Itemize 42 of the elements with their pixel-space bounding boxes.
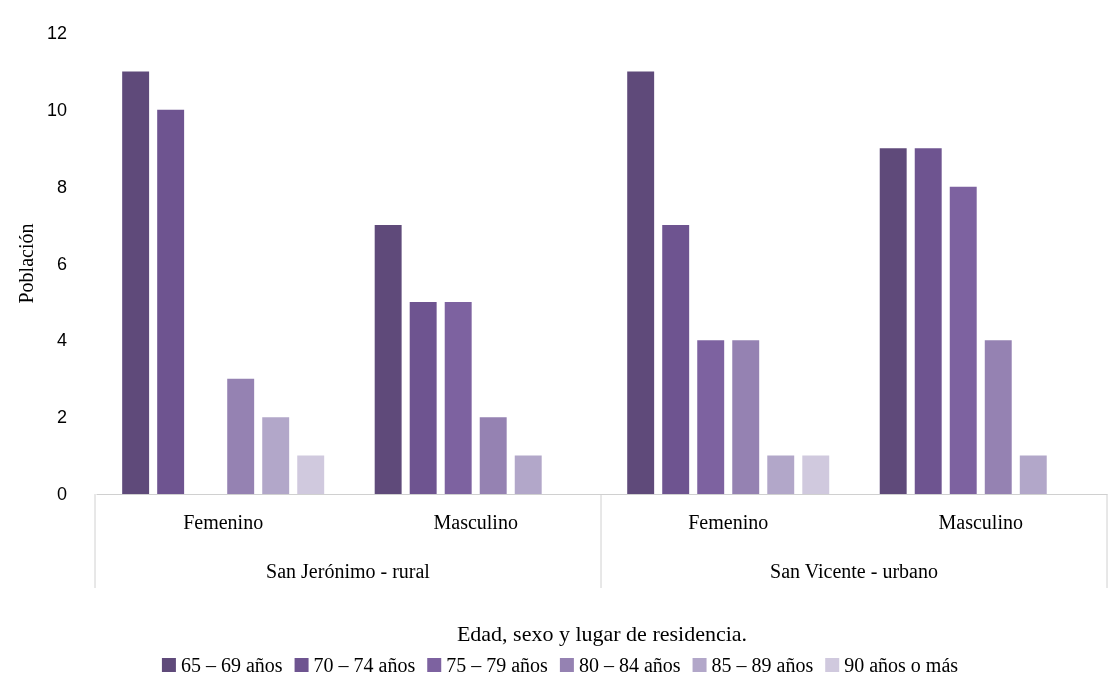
y-tick-label: 6 bbox=[56, 253, 67, 274]
legend-label: 85 – 89 años bbox=[711, 654, 814, 676]
text: San Vicente - urbano bbox=[770, 560, 938, 582]
y-tick-label: 4 bbox=[56, 330, 67, 351]
bar bbox=[227, 378, 255, 494]
bar bbox=[914, 148, 942, 494]
bar bbox=[662, 225, 690, 494]
bar bbox=[122, 71, 150, 494]
bar bbox=[879, 148, 907, 494]
legend-label: 90 años o más bbox=[844, 654, 959, 676]
text: San Jerónimo - rural bbox=[266, 560, 431, 582]
bar bbox=[732, 340, 760, 494]
bar bbox=[374, 225, 402, 494]
bar bbox=[514, 455, 542, 494]
x-tick-label: Masculino bbox=[938, 511, 1023, 533]
bar bbox=[984, 340, 1012, 494]
x-tick-label: Masculino bbox=[433, 511, 518, 533]
bar bbox=[802, 455, 830, 494]
bar bbox=[949, 186, 977, 494]
bar bbox=[1019, 455, 1047, 494]
y-tick-label: 8 bbox=[56, 176, 67, 197]
legend-label: 75 – 79 años bbox=[446, 654, 549, 676]
bar bbox=[444, 301, 472, 494]
y-tick-label: 10 bbox=[46, 99, 67, 120]
bar bbox=[297, 455, 325, 494]
x-tick-label: Femenino bbox=[183, 511, 264, 533]
legend-label: 65 – 69 años bbox=[180, 654, 283, 676]
bar bbox=[409, 301, 437, 494]
x-tick-label: Femenino bbox=[688, 511, 769, 533]
y-tick-label: 0 bbox=[56, 484, 67, 504]
bar bbox=[262, 417, 290, 494]
legend-label: 80 – 84 años bbox=[578, 654, 681, 676]
y-tick-label: 2 bbox=[56, 407, 67, 428]
y-tick-label: 12 bbox=[46, 23, 67, 43]
bar bbox=[627, 71, 655, 494]
bar bbox=[767, 455, 795, 494]
x-axis-title: Edad, sexo y lugar de residencia. bbox=[456, 620, 748, 646]
y-axis-title: Población bbox=[15, 223, 37, 304]
bar bbox=[157, 109, 185, 494]
bar bbox=[479, 417, 507, 494]
legend-label: 70 – 74 años bbox=[313, 654, 416, 676]
bar bbox=[697, 340, 725, 494]
